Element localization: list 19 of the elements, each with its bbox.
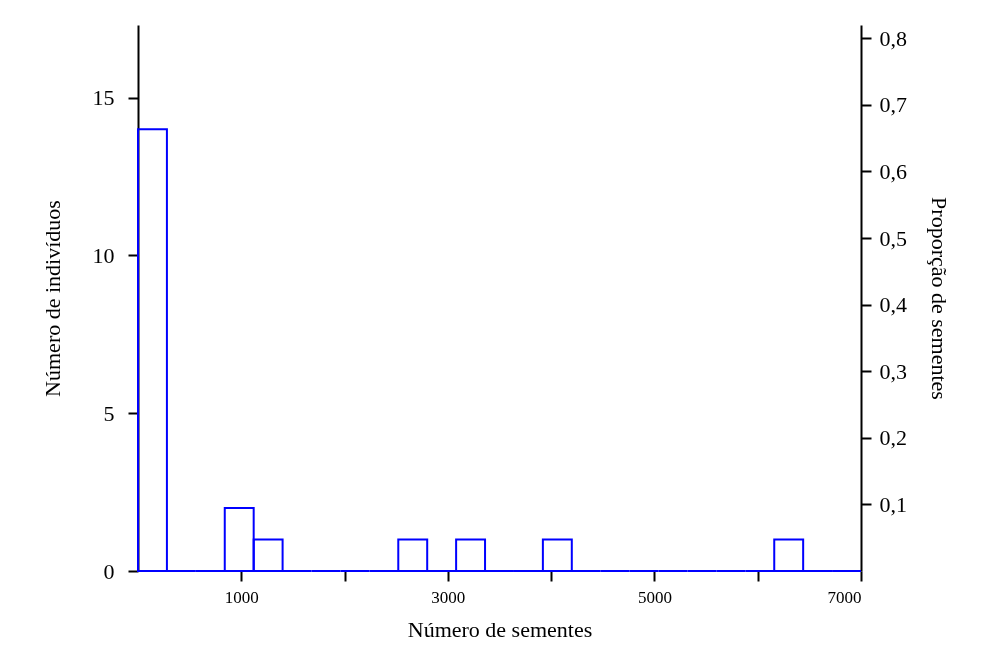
y2-tick-label: 0,3 <box>879 358 907 384</box>
x-tick-label: 5000 <box>637 587 672 607</box>
y-tick-label: 15 <box>92 85 115 111</box>
x-tick-label: 7000 <box>827 587 862 607</box>
y2-tick-label: 0,4 <box>879 292 907 318</box>
x-axis-title: Número de sementes <box>407 616 593 642</box>
y2-tick-label: 0,7 <box>879 92 907 118</box>
y2-tick-label: 0,5 <box>879 225 907 251</box>
y2-tick-label: 0,2 <box>879 425 907 451</box>
x-tick-label: 3000 <box>431 587 466 607</box>
y2-tick-label: 0,6 <box>879 158 907 184</box>
y2-axis-title: Proporção de sementes <box>927 197 952 400</box>
y-axis-title: Número de indivíduos <box>39 200 65 397</box>
y2-tick-label: 0,1 <box>879 491 907 517</box>
y-tick-label: 0 <box>103 558 115 584</box>
y-tick-label: 10 <box>92 242 115 268</box>
y-tick-label: 5 <box>103 400 115 426</box>
x-tick-label: 1000 <box>224 587 259 607</box>
y2-tick-label: 0,8 <box>879 25 907 51</box>
